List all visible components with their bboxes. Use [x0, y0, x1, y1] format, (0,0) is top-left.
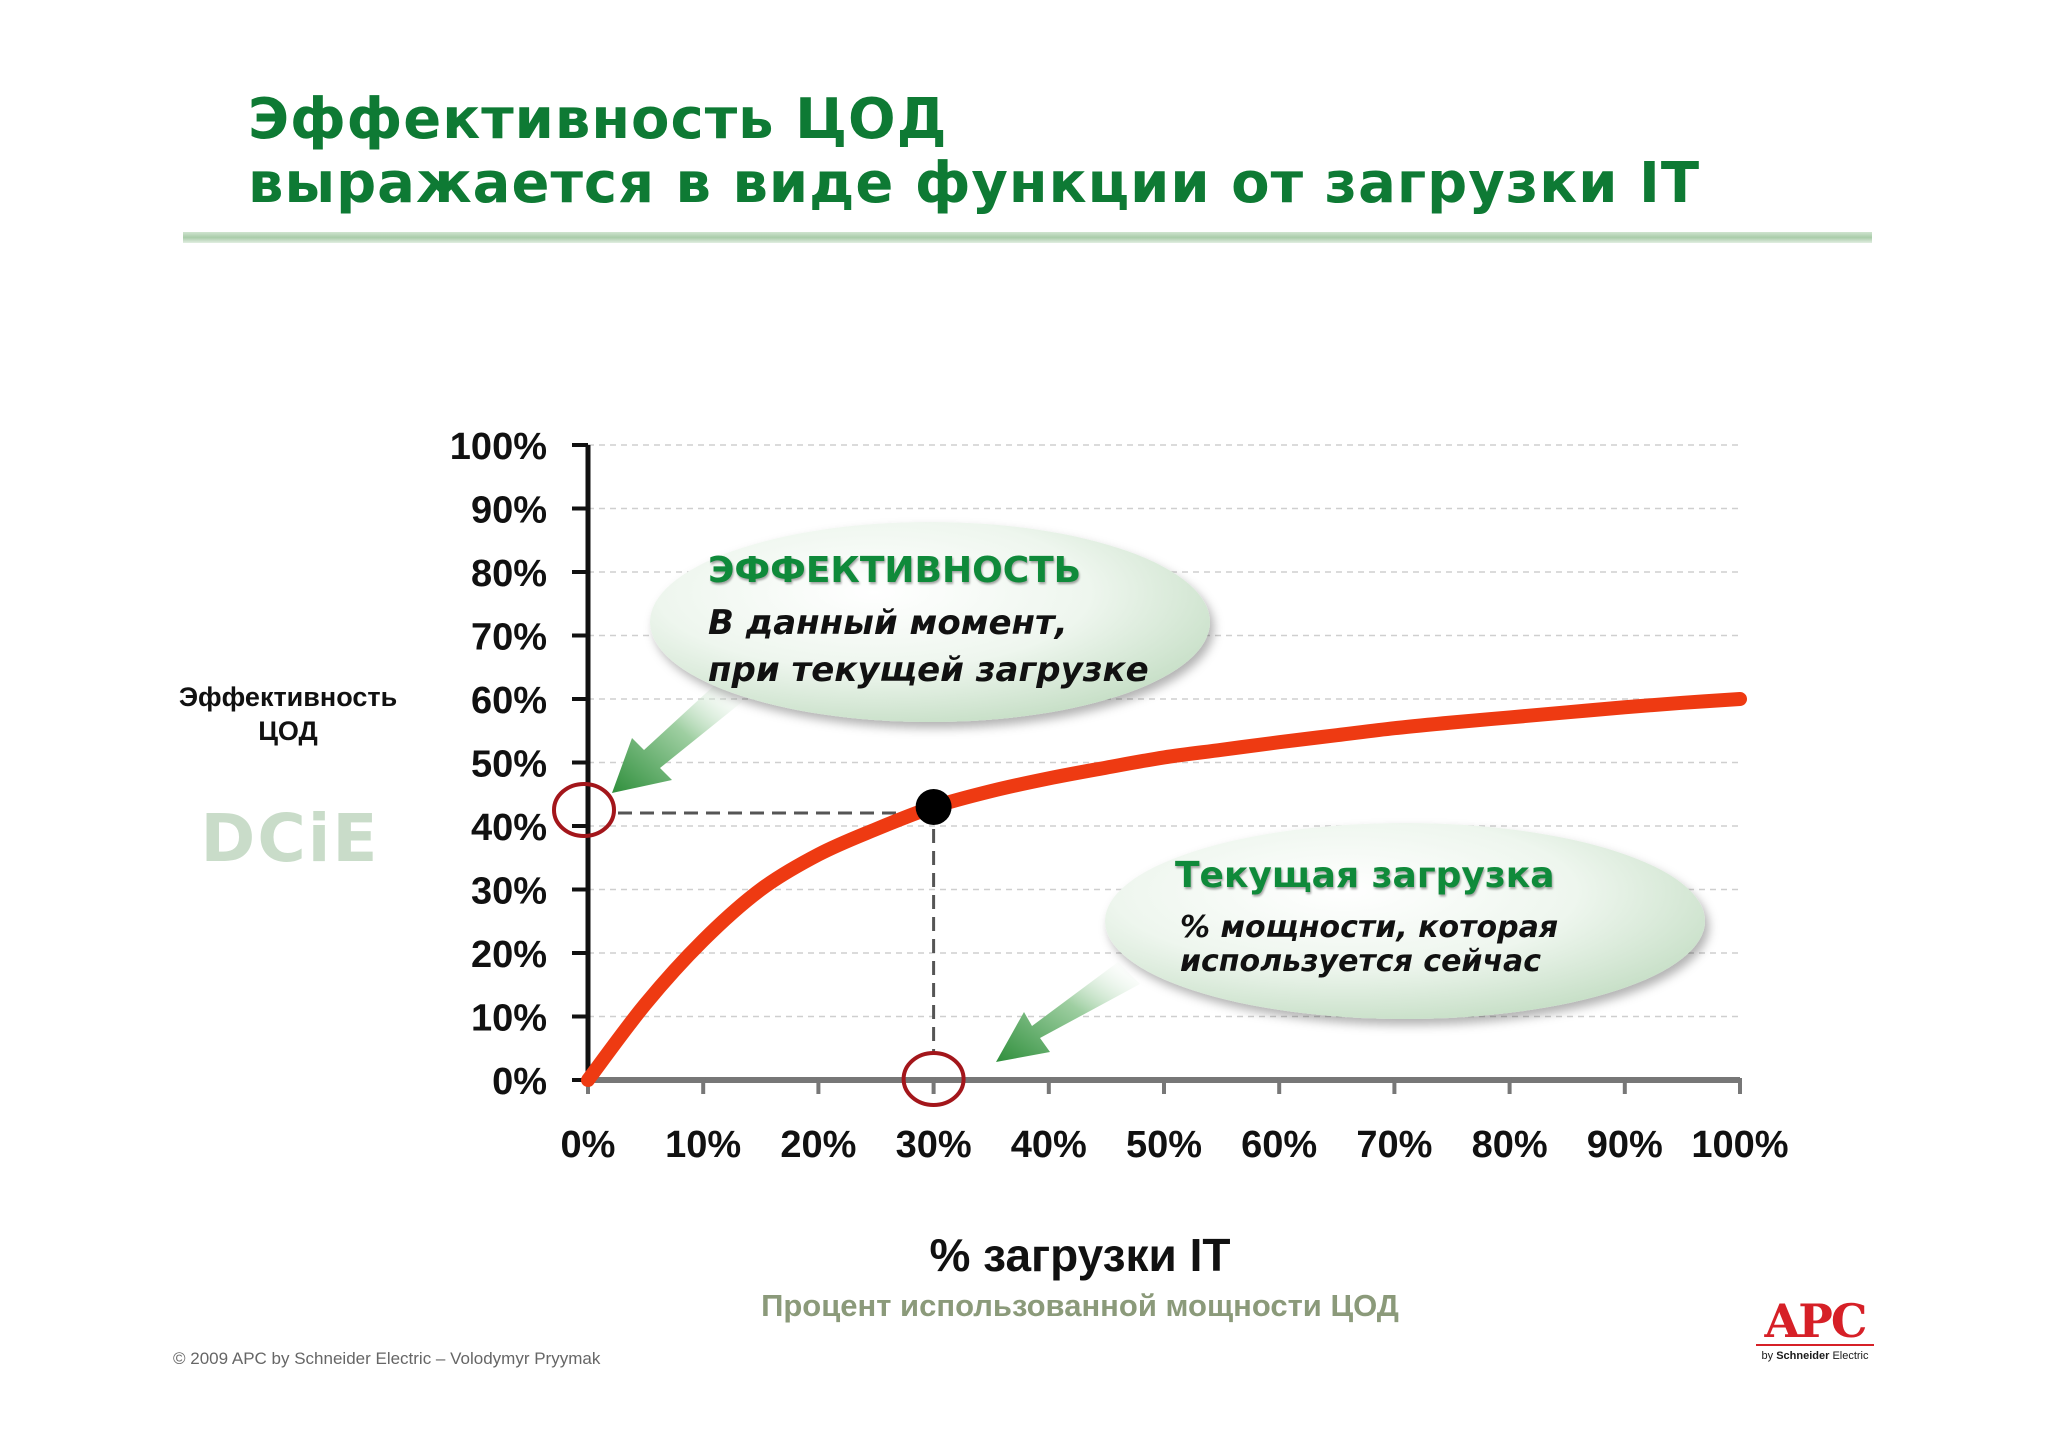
- current-load-bubble-title: Текущая загрузка: [1175, 855, 1555, 896]
- x-tick-label: 70%: [1356, 1124, 1432, 1166]
- highlight-guides: [618, 806, 936, 1054]
- current-load-bubble-line-2: используется сейчас: [1180, 944, 1542, 979]
- y-axis-label: Эффективность ЦОД: [150, 680, 426, 748]
- x-tick-label: 80%: [1472, 1124, 1548, 1166]
- y-tick-label: 40%: [471, 807, 547, 849]
- x-axis-subtitle: Процент использованной мощности ЦОД: [761, 1288, 1399, 1323]
- x-axis-title: % загрузки IT: [929, 1229, 1231, 1281]
- x-tick-label: 50%: [1126, 1124, 1202, 1166]
- efficiency-bubble: [650, 522, 1210, 722]
- current-load-bubble-line-1: % мощности, которая: [1180, 910, 1559, 945]
- page-title-line-2: выражается в виде функции от загрузки IT: [248, 151, 1701, 216]
- x-axis-ticks: 0% 10% 20% 30% 40% 50% 60% 70% 80% 90% 100%: [561, 1078, 1789, 1166]
- x-tick-label: 90%: [1587, 1124, 1663, 1166]
- current-load-arrow: [996, 962, 1140, 1062]
- x-tick-label: 20%: [780, 1124, 856, 1166]
- y-tick-label: 30%: [471, 871, 547, 913]
- efficiency-bubble-line-2: при текущей загрузке: [708, 650, 1149, 690]
- y-tick-label: 20%: [471, 934, 547, 976]
- page-title-line-1: Эффективность ЦОД: [248, 87, 948, 152]
- x-value-marker-circle: [901, 1051, 966, 1107]
- apc-logo: APC by Schneider Electric: [1750, 1296, 1880, 1366]
- x-tick-label: 10%: [665, 1124, 741, 1166]
- apc-logo-text: APC: [1764, 1294, 1868, 1348]
- y-tick-label: 90%: [471, 490, 547, 532]
- efficiency-bubble-title: ЭФФЕКТИВНОСТЬ: [708, 550, 1082, 591]
- y-tick-label: 60%: [471, 680, 547, 722]
- dcie-label: DCiE: [200, 800, 380, 877]
- logo-suffix-text: Electric: [1832, 1350, 1869, 1362]
- logo-brand-text: Schneider: [1776, 1350, 1830, 1362]
- x-tick-label: 0%: [561, 1124, 616, 1166]
- current-load-bubble: [1105, 823, 1705, 1019]
- y-tick-label: 0%: [492, 1061, 547, 1103]
- y-axis-label-line-1: Эффективность: [178, 682, 398, 712]
- x-tick-label: 60%: [1241, 1124, 1317, 1166]
- current-efficiency-point: [915, 788, 952, 825]
- page-title: Эффективность ЦОД выражается в виде функ…: [248, 88, 1700, 216]
- y-tick-label: 100%: [450, 426, 547, 468]
- x-tick-label: 30%: [896, 1124, 972, 1166]
- y-axis-ticks: 0% 10% 20% 30% 40% 50% 60% 70% 80% 90% 100%: [450, 426, 588, 1103]
- title-divider: [183, 232, 1872, 243]
- y-tick-label: 80%: [471, 553, 547, 595]
- y-tick-label: 10%: [471, 998, 547, 1040]
- schneider-electric-text: by Schneider Electric: [1750, 1350, 1880, 1362]
- logo-by-text: by: [1761, 1350, 1774, 1362]
- x-tick-label: 100%: [1691, 1124, 1788, 1166]
- y-tick-label: 70%: [471, 617, 547, 659]
- efficiency-arrow: [612, 682, 742, 793]
- y-axis-label-line-2: ЦОД: [258, 716, 318, 746]
- efficiency-bubble-line-1: В данный момент,: [708, 603, 1068, 643]
- x-tick-label: 40%: [1011, 1124, 1087, 1166]
- y-tick-label: 50%: [471, 744, 547, 786]
- copyright-notice: © 2009 APC by Schneider Electric – Volod…: [173, 1349, 601, 1368]
- apc-logo-underline: [1756, 1344, 1874, 1346]
- y-value-marker-circle: [552, 781, 616, 838]
- efficiency-curve: [581, 692, 1747, 1087]
